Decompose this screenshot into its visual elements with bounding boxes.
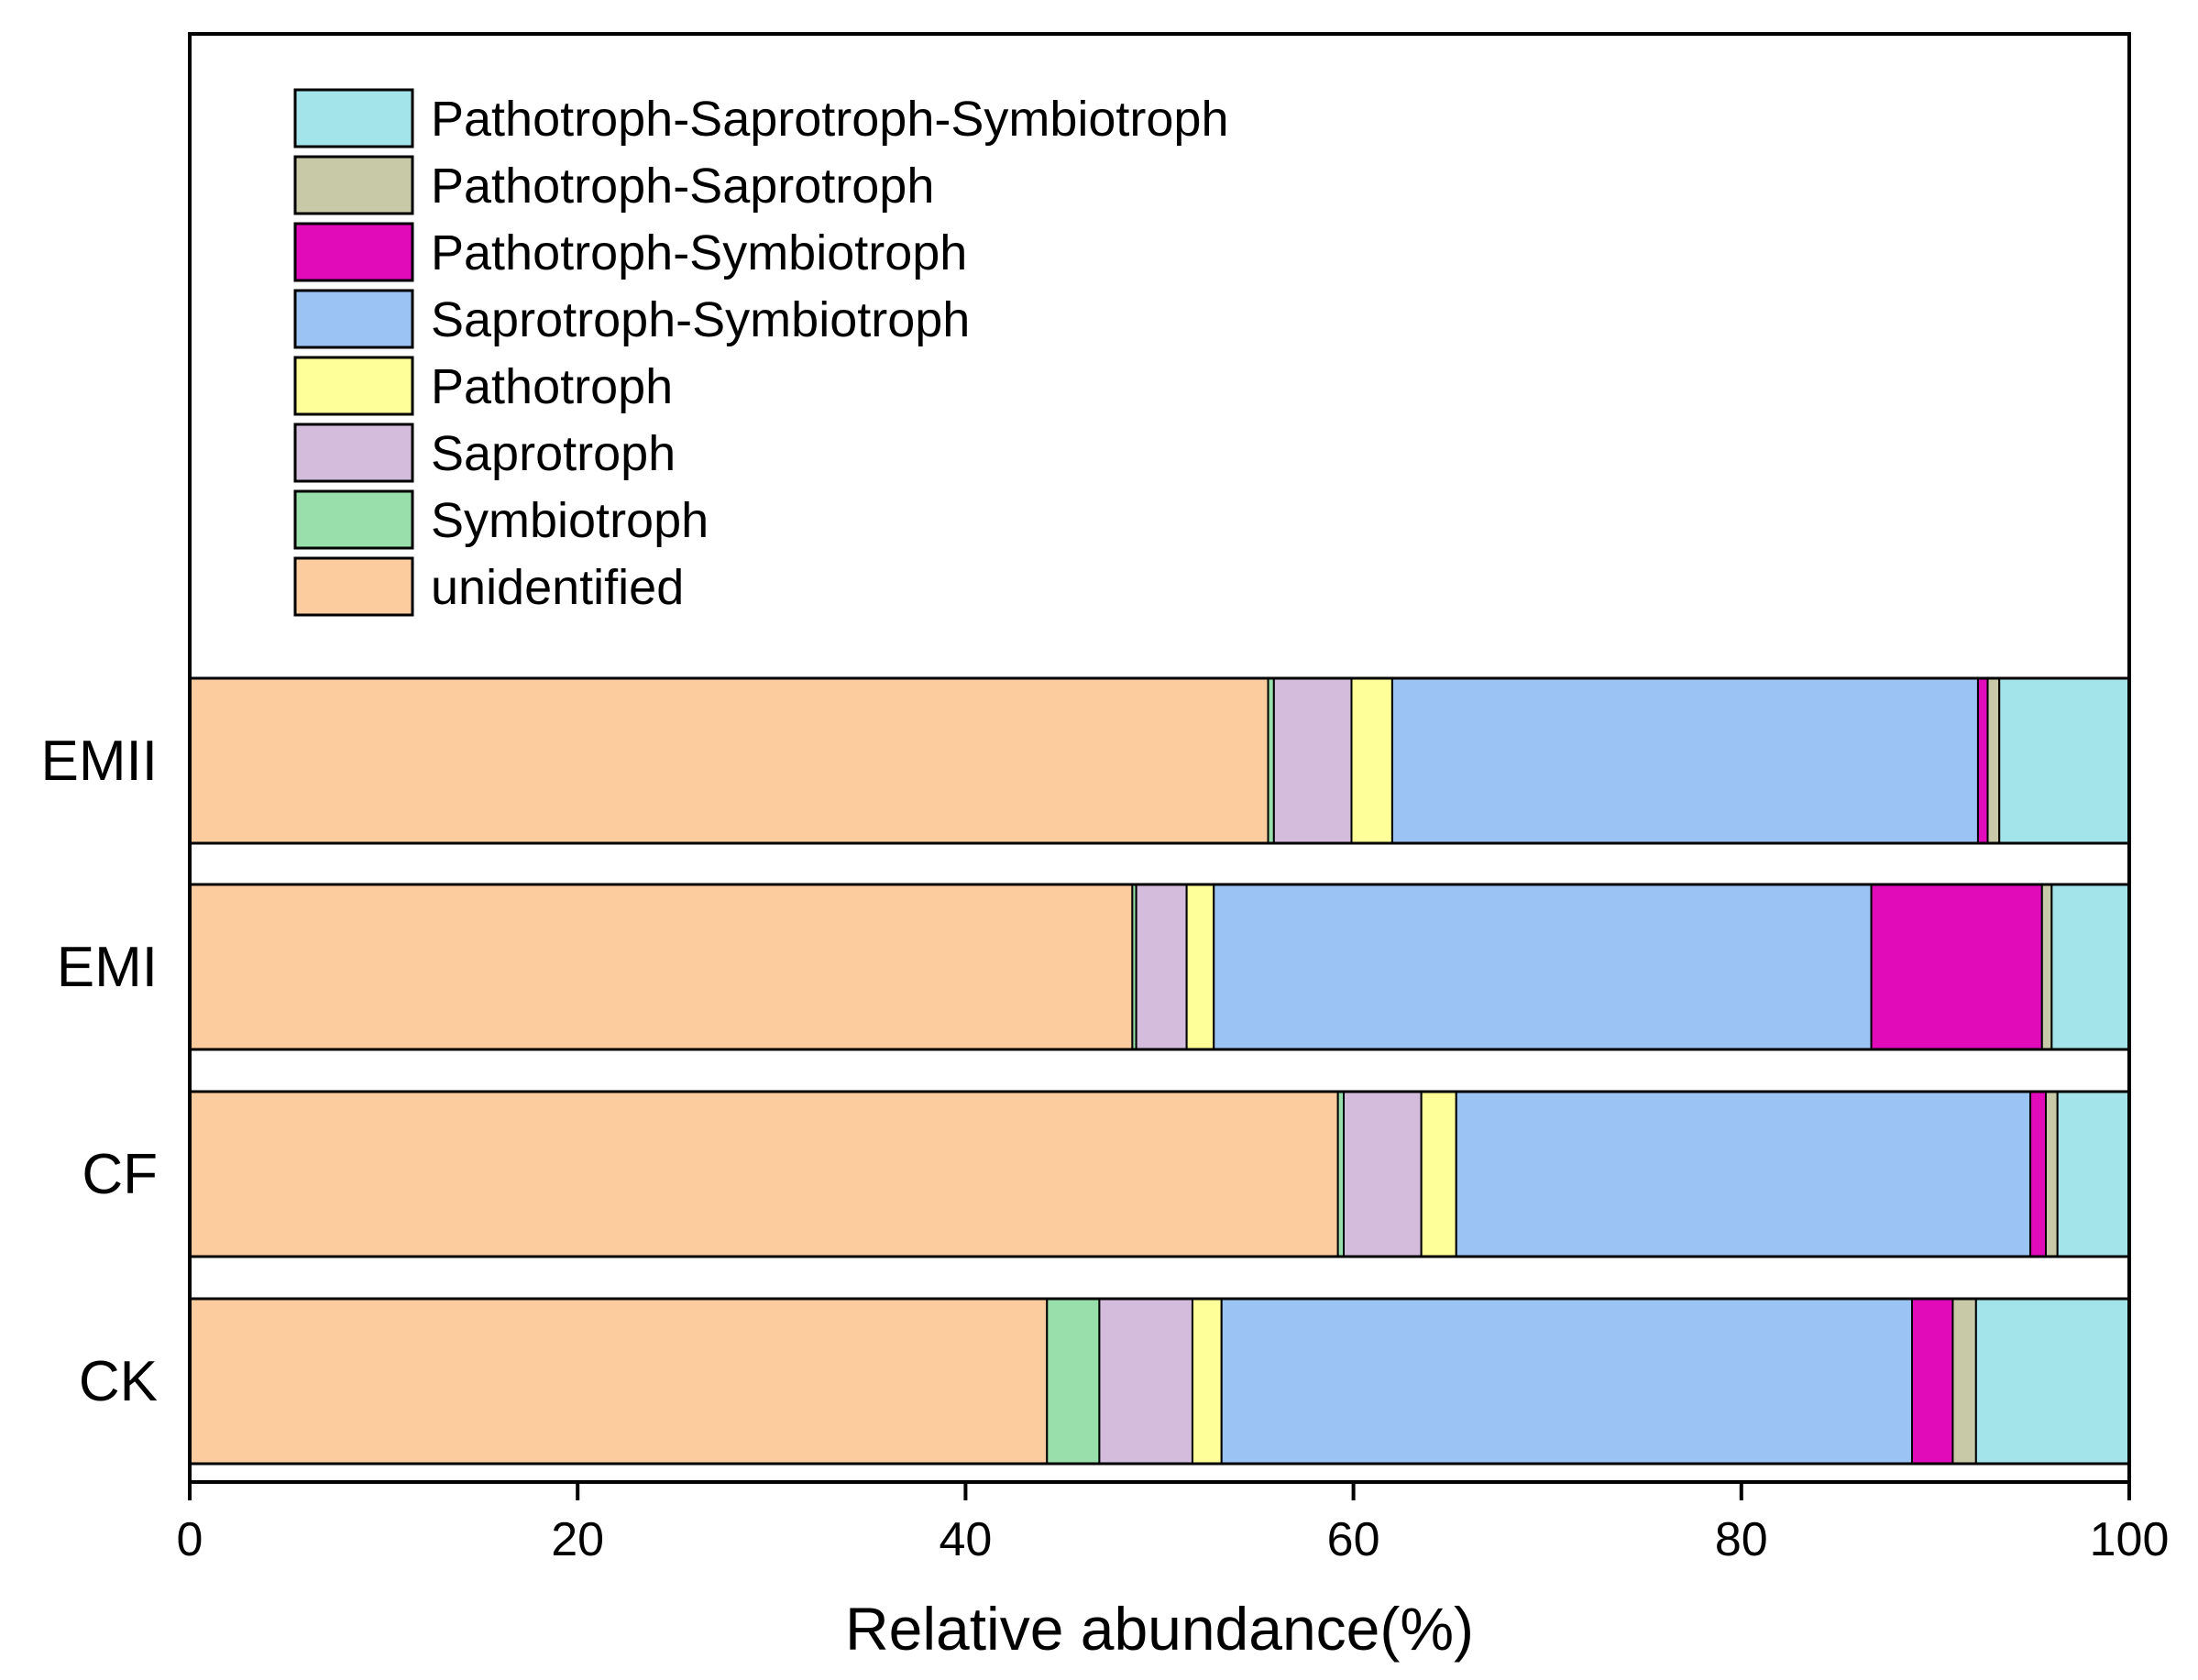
x-tick-label-80: 80 <box>1715 1513 1768 1566</box>
x-axis-title: Relative abundance(%) <box>845 1595 1474 1663</box>
legend: Pathotroph-Saprotroph-Symbiotroph Pathotr… <box>293 88 1229 617</box>
legend-swatch-saprotroph <box>293 423 414 483</box>
legend-label-pathotroph-saprotroph-symbiotroph: Pathotroph-Saprotroph-Symbiotroph <box>431 92 1229 147</box>
x-tick-label-100: 100 <box>2090 1513 2170 1566</box>
bar-segment-cf-pathotroph-symbiotroph <box>2029 1091 2048 1257</box>
legend-swatch-pathotroph-saprotroph-symbiotroph <box>293 88 414 148</box>
legend-swatch-pathotroph-saprotroph <box>293 155 414 215</box>
legend-label-saprotroph-symbiotroph: Saprotroph-Symbiotroph <box>431 292 970 347</box>
bar-segment-emii-unidentified <box>189 677 1269 844</box>
category-label-emii: EMII <box>41 730 158 793</box>
bar-segment-cf-saprotroph <box>1343 1091 1423 1257</box>
bar-segment-emi-saprotroph-symbiotroph <box>1213 884 1873 1050</box>
category-labels: CK CF EMI EMII <box>41 730 158 1413</box>
category-label-cf: CF <box>82 1143 158 1206</box>
x-tick-label-40: 40 <box>939 1513 992 1566</box>
legend-label-symbiotroph: Symbiotroph <box>431 493 709 548</box>
legend-label-unidentified: unidentified <box>431 560 684 615</box>
bar-segment-emi-pathotroph-saprotroph <box>2040 884 2053 1050</box>
x-axis: 0 20 40 60 80 100 <box>177 1482 2170 1566</box>
bar-segment-ck-pathotroph-symbiotroph <box>1911 1298 1954 1465</box>
category-label-ck: CK <box>79 1350 158 1413</box>
x-tick-label-0: 0 <box>177 1513 203 1566</box>
bar-segment-emi-saprotroph <box>1135 884 1188 1050</box>
bar-segment-emi-pathotroph <box>1185 884 1215 1050</box>
plot-frame <box>188 32 2131 1484</box>
bar-segment-emii-saprotroph <box>1272 677 1353 844</box>
bar-segment-ck-symbiotroph <box>1046 1298 1101 1465</box>
legend-label-pathotroph-symbiotroph: Pathotroph-Symbiotroph <box>431 225 967 280</box>
bar-segment-ck-unidentified <box>189 1298 1049 1465</box>
bar-segment-emii-pathotroph-saprotroph-symbiotroph <box>1998 677 2131 844</box>
bar-segment-ck-pathotroph-saprotroph <box>1951 1298 1977 1465</box>
bar-segment-cf-pathotroph-saprotroph-symbiotroph <box>2056 1091 2131 1257</box>
legend-swatch-symbiotroph <box>293 489 414 550</box>
legend-swatch-saprotroph-symbiotroph <box>293 289 414 349</box>
bar-segment-emii-pathotroph-saprotroph <box>1986 677 2001 844</box>
bar-segment-emii-pathotroph-symbiotroph <box>1976 677 1989 844</box>
bar-segment-ck-pathotroph <box>1191 1298 1223 1465</box>
legend-swatch-pathotroph-symbiotroph <box>293 222 414 282</box>
legend-swatch-unidentified <box>293 556 414 617</box>
legend-label-pathotroph: Pathotroph <box>431 359 673 414</box>
bar-segment-cf-unidentified <box>189 1091 1339 1257</box>
bar-segment-emi-pathotroph-saprotroph-symbiotroph <box>2050 884 2131 1050</box>
legend-label-saprotroph: Saprotroph <box>431 426 676 481</box>
category-label-emi: EMI <box>57 936 158 999</box>
bar-segment-ck-pathotroph-saprotroph-symbiotroph <box>1974 1298 2130 1465</box>
bar-segment-ck-saprotroph <box>1098 1298 1193 1465</box>
x-tick-label-20: 20 <box>551 1513 604 1566</box>
x-tick-label-60: 60 <box>1327 1513 1380 1566</box>
bar-segment-cf-pathotroph <box>1420 1091 1457 1257</box>
bar-segment-cf-saprotroph-symbiotroph <box>1455 1091 2032 1257</box>
legend-label-pathotroph-saprotroph: Pathotroph-Saprotroph <box>431 159 934 214</box>
bar-segment-emi-pathotroph-symbiotroph <box>1870 884 2043 1050</box>
bar-marks <box>188 676 2131 1466</box>
bar-segment-cf-pathotroph-saprotroph <box>2045 1091 2059 1257</box>
bar-segment-emi-unidentified <box>189 884 1134 1050</box>
bar-segment-ck-saprotroph-symbiotroph <box>1220 1298 1914 1465</box>
legend-swatch-pathotroph <box>293 356 414 416</box>
bar-segment-emii-saprotroph-symbiotroph <box>1390 677 1979 844</box>
bar-segment-emii-pathotroph <box>1350 677 1393 844</box>
